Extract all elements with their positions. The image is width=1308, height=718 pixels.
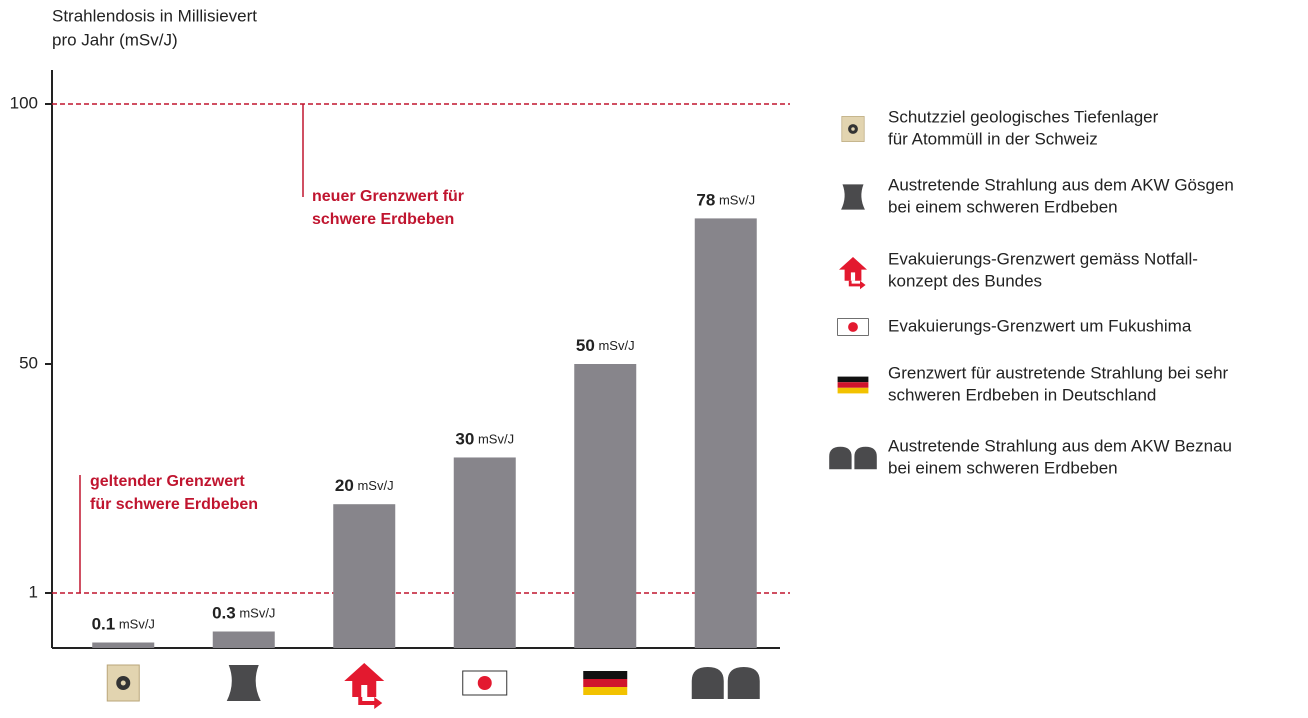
legend-label: bei einem schweren Erdbeben xyxy=(888,458,1118,477)
icon-part xyxy=(344,663,385,697)
icon xyxy=(226,665,261,701)
icon-part xyxy=(837,376,869,383)
legend-label: bei einem schweren Erdbeben xyxy=(888,197,1118,216)
annotation: für schwere Erdbeben xyxy=(90,496,258,513)
icon xyxy=(106,664,140,702)
icon xyxy=(462,670,508,696)
y-tick-label: 50 xyxy=(19,353,38,372)
icon-part xyxy=(850,272,856,281)
value-label: 0.3 mSv/J xyxy=(212,604,275,623)
icon-part xyxy=(691,667,760,699)
y-axis-title: Strahlendosis in Millisievert xyxy=(52,6,257,25)
value-label: 78 mSv/J xyxy=(696,191,755,210)
y-tick-label: 1 xyxy=(29,582,38,601)
icon-part xyxy=(841,184,865,210)
value-label: 0.1 mSv/J xyxy=(92,615,155,634)
value-label: 20 mSv/J xyxy=(335,477,394,496)
icon xyxy=(344,663,385,709)
icon-part xyxy=(848,322,858,332)
value-unit: mSv/J xyxy=(236,606,276,621)
annotation: schwere Erdbeben xyxy=(312,211,454,228)
icon xyxy=(691,667,760,699)
legend-label: Schutzziel geologisches Tiefenlager xyxy=(888,107,1159,126)
icon xyxy=(841,184,865,210)
icon-part xyxy=(226,665,261,701)
value-number: 50 xyxy=(576,336,595,355)
icon-part xyxy=(583,687,628,695)
icon-part xyxy=(839,257,867,281)
icon-part xyxy=(361,685,368,697)
annotation: neuer Grenzwert für xyxy=(312,188,464,205)
y-axis-title: pro Jahr (mSv/J) xyxy=(52,30,178,49)
bar xyxy=(694,218,757,648)
icon xyxy=(837,318,869,336)
value-number: 30 xyxy=(455,430,474,449)
bar xyxy=(333,504,396,648)
legend-label: konzept des Bundes xyxy=(888,271,1042,290)
icon-part xyxy=(829,446,877,470)
value-number: 0.1 xyxy=(92,615,116,634)
value-number: 20 xyxy=(335,477,354,496)
value-unit: mSv/J xyxy=(354,479,394,494)
icon-part xyxy=(837,382,869,388)
icon xyxy=(837,376,869,394)
value-label: 30 mSv/J xyxy=(455,430,514,449)
bar xyxy=(212,631,275,648)
icon-part xyxy=(848,280,866,290)
value-label: 50 mSv/J xyxy=(576,336,635,355)
icon-part xyxy=(837,387,869,394)
legend-label: Evakuierungs-Grenzwert gemäss Notfall- xyxy=(888,249,1198,268)
icon-part xyxy=(583,671,628,679)
icon xyxy=(839,257,867,290)
value-unit: mSv/J xyxy=(474,432,514,447)
icon-part xyxy=(358,697,383,709)
legend-label: für Atommüll in der Schweiz xyxy=(888,129,1098,148)
icon xyxy=(829,446,877,470)
annotation: geltender Grenzwert xyxy=(90,473,245,490)
legend-label: Grenzwert für austretende Strahlung bei … xyxy=(888,363,1229,382)
value-number: 78 xyxy=(696,191,715,210)
legend-label: schweren Erdbeben in Deutschland xyxy=(888,385,1156,404)
y-tick-label: 100 xyxy=(10,93,38,112)
icon-part xyxy=(583,679,628,687)
bar xyxy=(453,457,516,648)
bar xyxy=(92,642,155,648)
legend-label: Evakuierungs-Grenzwert um Fukushima xyxy=(888,316,1192,335)
icon xyxy=(841,116,865,142)
value-number: 0.3 xyxy=(212,604,236,623)
icon-part xyxy=(477,676,492,690)
icon-part xyxy=(120,680,126,686)
value-unit: mSv/J xyxy=(595,338,635,353)
legend-label: Austretende Strahlung aus dem AKW Beznau xyxy=(888,436,1232,455)
bar xyxy=(574,364,637,648)
icon-part xyxy=(851,127,855,131)
value-unit: mSv/J xyxy=(115,617,155,632)
value-unit: mSv/J xyxy=(715,193,755,208)
legend-label: Austretende Strahlung aus dem AKW Gösgen xyxy=(888,175,1234,194)
icon xyxy=(583,671,628,695)
